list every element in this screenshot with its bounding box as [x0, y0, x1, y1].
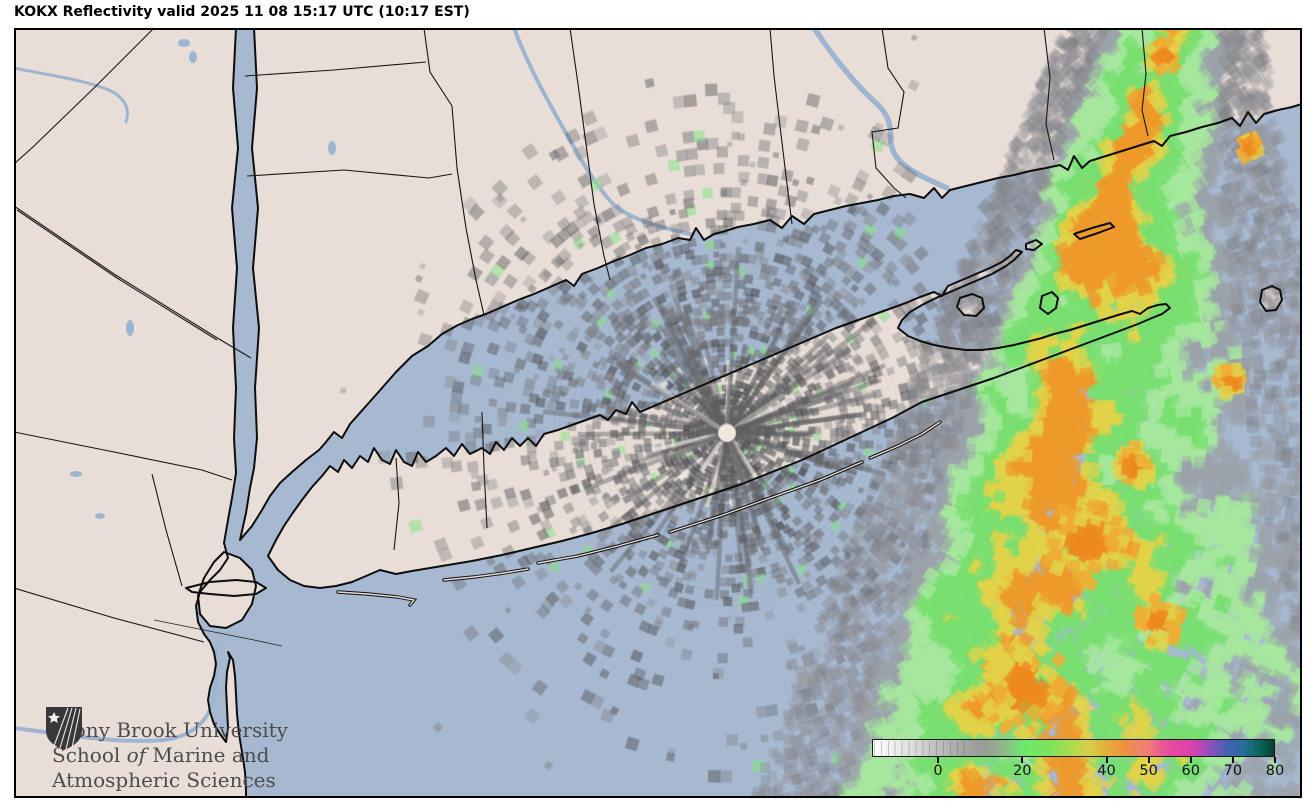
colorbar-tick-label: 70 — [1223, 763, 1243, 779]
colorbar-discrete-stripes — [874, 741, 971, 757]
colorbar-tick — [1147, 757, 1150, 763]
colorbar-gradient — [872, 739, 1275, 757]
colorbar-tick-label: 50 — [1139, 763, 1158, 779]
colorbar-tick — [1274, 757, 1276, 763]
colorbar-tick — [1105, 757, 1108, 763]
stony-brook-logo: Stony Brook University School of Marine … — [44, 706, 288, 793]
colorbar-tick-label: 60 — [1181, 763, 1200, 779]
reflectivity-colorbar: 0 20 40 50 60 70 80 — [872, 739, 1284, 785]
colorbar-tick — [1189, 757, 1192, 763]
radar-site-marker — [717, 423, 737, 443]
colorbar-tick-label: 40 — [1097, 763, 1116, 779]
colorbar-tick — [1231, 757, 1234, 763]
logo-line-2: School of Marine and — [52, 743, 270, 767]
logo-line-3: Atmospheric Sciences — [52, 768, 276, 792]
page-title: KOKX Reflectivity valid 2025 11 08 15:17… — [14, 4, 470, 20]
logo-text: Stony Brook University School of Marine … — [52, 718, 288, 793]
colorbar-tick — [1021, 757, 1024, 763]
logo-line-1: Stony Brook University — [52, 718, 288, 742]
colorbar-tick-label: 0 — [933, 763, 943, 779]
boundaries-layer — [14, 28, 1302, 798]
colorbar-tick — [937, 757, 939, 763]
reflectivity-layer — [14, 28, 1302, 798]
sbu-shield-icon — [46, 707, 82, 750]
radar-map: 0 20 40 50 60 70 80 Stony Brook University Sch… — [14, 28, 1302, 798]
colorbar-tick-label: 80 — [1265, 763, 1285, 779]
colorbar-tick-label: 20 — [1013, 763, 1032, 779]
